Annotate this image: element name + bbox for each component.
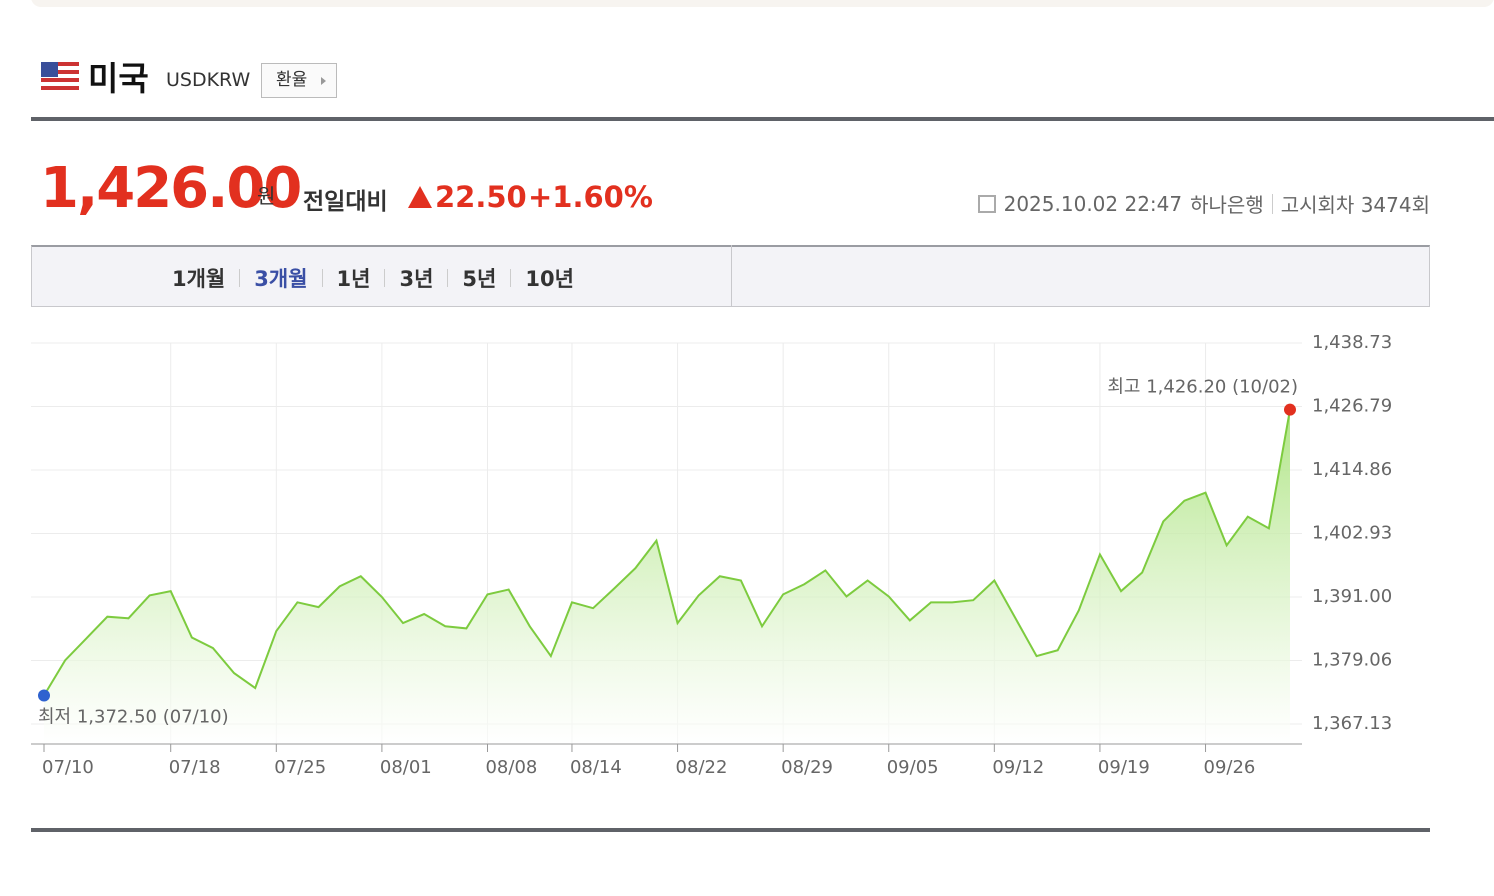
us-flag	[41, 62, 79, 90]
y-tick-label: 1,391.00	[1312, 586, 1392, 607]
meta: 2025.10.02 22:47 하나은행 고시회차 3474회	[977, 189, 1430, 218]
datetime: 2025.10.02 22:47	[1003, 191, 1183, 216]
tabs: 1개월 3개월 1년 3년 5년 10년	[172, 263, 574, 293]
x-tick-label: 09/12	[992, 757, 1044, 778]
country: 미국	[88, 59, 149, 98]
x-tick-label: 07/18	[169, 757, 221, 778]
y-tick-label: 1,379.06	[1312, 650, 1392, 671]
calendar-icon	[977, 194, 996, 213]
separator	[384, 269, 386, 287]
x-tick-label: 07/10	[42, 757, 94, 778]
period-tab[interactable]: 1년	[336, 267, 371, 291]
separator	[321, 269, 323, 287]
separator	[239, 269, 241, 287]
x-tick-label: 09/26	[1204, 757, 1256, 778]
notice: 고시회차 3474회	[1280, 193, 1430, 217]
max-label: 최고 1,426.20 (10/02)	[1107, 377, 1298, 398]
tab-divider	[731, 245, 732, 307]
x-tick-label: 07/25	[274, 757, 326, 778]
min-point	[38, 689, 50, 702]
divider	[31, 828, 1430, 832]
separator	[510, 269, 512, 287]
x-tick-label: 08/29	[781, 757, 833, 778]
separator	[447, 269, 449, 287]
max-point	[1284, 403, 1296, 416]
y-tick-label: 1,426.79	[1312, 396, 1392, 417]
tab-bar	[31, 245, 1430, 307]
x-tick-label: 08/22	[676, 757, 728, 778]
chart: 1,367.13 1,379.06 1,391.00 1,402.93 1,414.86…	[31, 332, 1392, 778]
price: 1,426.00	[40, 156, 302, 221]
y-tick-label: 1,414.86	[1312, 459, 1392, 480]
x-tick-label: 08/08	[485, 757, 537, 778]
top-bar	[31, 0, 1494, 7]
ticker: USDKRW	[166, 69, 251, 91]
period-tab[interactable]: 5년	[462, 267, 497, 291]
period-tab[interactable]: 10년	[525, 267, 574, 291]
x-tick-label: 09/05	[887, 757, 939, 778]
change-label: 전일대비	[303, 189, 388, 215]
rate-button[interactable]: 환율	[261, 63, 337, 98]
y-tick-label: 1,402.93	[1312, 523, 1392, 544]
y-tick-label: 1,438.73	[1312, 332, 1392, 353]
change: 22.50	[435, 180, 527, 214]
period-tab[interactable]: 3개월	[254, 267, 308, 291]
min-label: 최저 1,372.50 (07/10)	[38, 706, 229, 727]
up-icon	[408, 186, 432, 208]
area	[44, 409, 1290, 744]
divider	[31, 117, 1494, 121]
line	[43, 409, 1291, 696]
unit: 원	[257, 184, 276, 208]
x-tick-label: 08/14	[570, 757, 622, 778]
change-percent: +1.60%	[528, 180, 653, 214]
bank: 하나은행	[1190, 193, 1264, 217]
separator	[1271, 193, 1273, 214]
y-tick-label: 1,367.13	[1312, 713, 1392, 734]
x-tick-label: 09/19	[1098, 757, 1150, 778]
x-tick-label: 08/01	[380, 757, 432, 778]
period-tab[interactable]: 1개월	[172, 267, 226, 291]
period-tab[interactable]: 3년	[399, 267, 434, 291]
